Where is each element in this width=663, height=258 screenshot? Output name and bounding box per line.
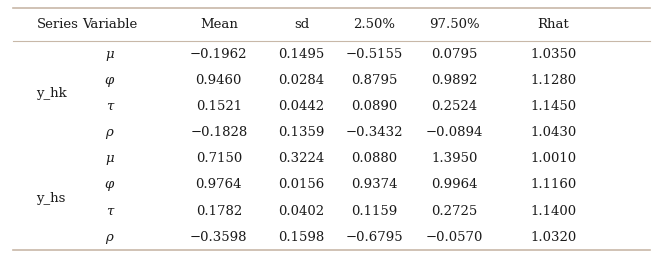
Text: −0.1962: −0.1962 xyxy=(190,48,247,61)
Text: 0.1782: 0.1782 xyxy=(196,205,242,217)
Text: 0.0156: 0.0156 xyxy=(278,179,325,191)
Text: Mean: Mean xyxy=(200,18,238,31)
Text: 0.1359: 0.1359 xyxy=(278,126,325,139)
Text: 0.0795: 0.0795 xyxy=(431,48,477,61)
Text: −0.0570: −0.0570 xyxy=(426,231,483,244)
Text: 2.50%: 2.50% xyxy=(353,18,396,31)
Text: 0.9764: 0.9764 xyxy=(196,179,242,191)
Text: sd: sd xyxy=(294,18,310,31)
Text: 0.9964: 0.9964 xyxy=(431,179,477,191)
Text: μ: μ xyxy=(105,152,114,165)
Text: 1.1160: 1.1160 xyxy=(530,179,577,191)
Text: 0.1521: 0.1521 xyxy=(196,100,242,113)
Text: 0.7150: 0.7150 xyxy=(196,152,242,165)
Text: 97.50%: 97.50% xyxy=(429,18,479,31)
Text: Variable: Variable xyxy=(82,18,137,31)
Text: φ: φ xyxy=(105,179,114,191)
Text: 0.0880: 0.0880 xyxy=(351,152,398,165)
Text: 1.0350: 1.0350 xyxy=(530,48,577,61)
Text: −0.0894: −0.0894 xyxy=(426,126,483,139)
Text: y_hs: y_hs xyxy=(36,191,66,205)
Text: −0.5155: −0.5155 xyxy=(346,48,403,61)
Text: 0.1598: 0.1598 xyxy=(278,231,325,244)
Text: ρ: ρ xyxy=(105,231,113,244)
Text: −0.1828: −0.1828 xyxy=(190,126,247,139)
Text: 0.1159: 0.1159 xyxy=(351,205,398,217)
Text: μ: μ xyxy=(105,48,114,61)
Text: 0.0890: 0.0890 xyxy=(351,100,398,113)
Text: 0.0402: 0.0402 xyxy=(278,205,325,217)
Text: 0.2524: 0.2524 xyxy=(431,100,477,113)
Text: 0.9892: 0.9892 xyxy=(431,74,477,87)
Text: 0.8795: 0.8795 xyxy=(351,74,398,87)
Text: 0.9374: 0.9374 xyxy=(351,179,398,191)
Text: 0.0284: 0.0284 xyxy=(278,74,325,87)
Text: 0.2725: 0.2725 xyxy=(431,205,477,217)
Text: 0.0442: 0.0442 xyxy=(278,100,325,113)
Text: φ: φ xyxy=(105,74,114,87)
Text: 0.1495: 0.1495 xyxy=(278,48,325,61)
Text: 1.1450: 1.1450 xyxy=(530,100,577,113)
Text: y_hk: y_hk xyxy=(36,87,67,100)
Text: τ: τ xyxy=(105,205,113,217)
Text: 0.3224: 0.3224 xyxy=(278,152,325,165)
Text: Series: Series xyxy=(36,18,78,31)
Text: 0.9460: 0.9460 xyxy=(196,74,242,87)
Text: −0.6795: −0.6795 xyxy=(346,231,403,244)
Text: −0.3598: −0.3598 xyxy=(190,231,247,244)
Text: 1.0320: 1.0320 xyxy=(530,231,577,244)
Text: −0.3432: −0.3432 xyxy=(346,126,403,139)
Text: ρ: ρ xyxy=(105,126,113,139)
Text: 1.0430: 1.0430 xyxy=(530,126,577,139)
Text: 1.1280: 1.1280 xyxy=(530,74,577,87)
Text: τ: τ xyxy=(105,100,113,113)
Text: 1.3950: 1.3950 xyxy=(431,152,477,165)
Text: 1.1400: 1.1400 xyxy=(530,205,577,217)
Text: 1.0010: 1.0010 xyxy=(530,152,577,165)
Text: Rhat: Rhat xyxy=(538,18,570,31)
